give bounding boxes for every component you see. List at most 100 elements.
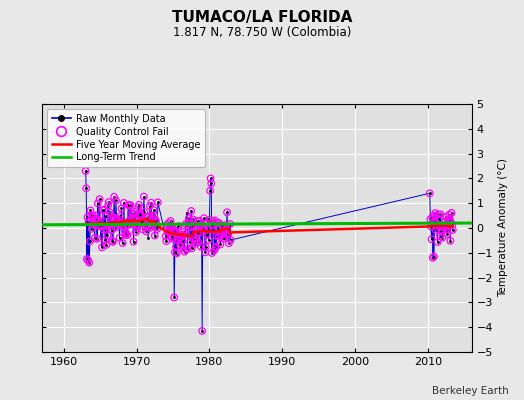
Point (125, 217, 134, 224)
Point (128, 210, 137, 217)
Point (217, 222, 226, 228)
Point (194, 239, 203, 246)
Point (165, 223, 173, 230)
Point (149, 215, 157, 222)
Text: TUMACO/LA FLORIDA: TUMACO/LA FLORIDA (172, 10, 352, 25)
Point (433, 224, 441, 230)
Point (117, 220, 125, 226)
Point (438, 234, 446, 241)
Point (206, 188, 214, 194)
Point (141, 224, 150, 230)
Point (111, 224, 119, 231)
Point (141, 222, 149, 229)
Point (84, 218, 93, 225)
Point (144, 214, 152, 221)
Point (428, 214, 436, 220)
Point (109, 239, 117, 245)
Point (84, 218, 93, 225)
Point (199, 224, 207, 231)
Point (428, 236, 436, 242)
Point (216, 241, 225, 248)
Point (107, 227, 116, 234)
Point (125, 222, 133, 228)
Point (171, 228, 180, 234)
Point (135, 211, 144, 218)
Point (137, 219, 146, 225)
Point (148, 222, 157, 228)
Point (184, 220, 192, 226)
Point (135, 211, 144, 218)
Point (89, 222, 97, 228)
Point (86, 207, 95, 214)
Point (186, 239, 194, 245)
Point (448, 222, 456, 228)
Point (205, 237, 213, 243)
Point (89, 213, 97, 219)
Point (445, 212, 453, 218)
Point (117, 205, 126, 212)
Point (432, 220, 441, 226)
Point (447, 219, 455, 226)
Point (226, 237, 235, 243)
Point (436, 211, 445, 218)
Point (99, 223, 107, 230)
Point (125, 217, 134, 224)
Point (149, 215, 157, 222)
Point (171, 249, 179, 255)
Point (92, 217, 100, 224)
Point (219, 223, 227, 230)
Point (98, 244, 106, 250)
Point (435, 216, 444, 222)
Point (443, 226, 451, 233)
Point (181, 221, 190, 227)
Point (444, 217, 453, 223)
Point (94, 200, 102, 206)
Point (91, 212, 100, 219)
Point (192, 226, 201, 233)
Point (154, 199, 162, 206)
Point (173, 224, 181, 231)
Point (213, 232, 221, 239)
Point (203, 232, 211, 238)
Point (88, 226, 96, 232)
Point (449, 227, 457, 233)
Point (194, 218, 202, 224)
Point (130, 211, 138, 218)
Point (99, 207, 107, 213)
Point (83, 256, 91, 262)
Point (438, 223, 446, 230)
Point (118, 240, 127, 246)
Point (189, 216, 197, 222)
Point (88, 220, 96, 227)
Point (220, 235, 228, 242)
Point (87, 212, 95, 218)
Point (94, 217, 103, 223)
Point (180, 228, 188, 235)
Point (85, 260, 93, 266)
Point (222, 222, 230, 228)
Legend: Raw Monthly Data, Quality Control Fail, Five Year Moving Average, Long-Term Tren: Raw Monthly Data, Quality Control Fail, … (47, 109, 205, 167)
Point (180, 248, 189, 255)
Point (167, 225, 176, 232)
Point (441, 222, 450, 228)
Point (178, 238, 187, 244)
Point (430, 212, 439, 219)
Point (190, 236, 198, 243)
Point (222, 222, 230, 228)
Point (116, 213, 124, 220)
Point (94, 217, 103, 223)
Point (167, 225, 176, 232)
Point (225, 228, 234, 235)
Point (99, 207, 107, 213)
Point (179, 246, 188, 252)
Point (192, 226, 201, 233)
Point (110, 214, 118, 221)
Point (152, 223, 161, 230)
Point (105, 222, 114, 229)
Point (89, 213, 97, 219)
Point (207, 180, 215, 186)
Point (137, 219, 146, 225)
Point (433, 239, 442, 245)
Point (220, 235, 228, 242)
Point (145, 213, 153, 220)
